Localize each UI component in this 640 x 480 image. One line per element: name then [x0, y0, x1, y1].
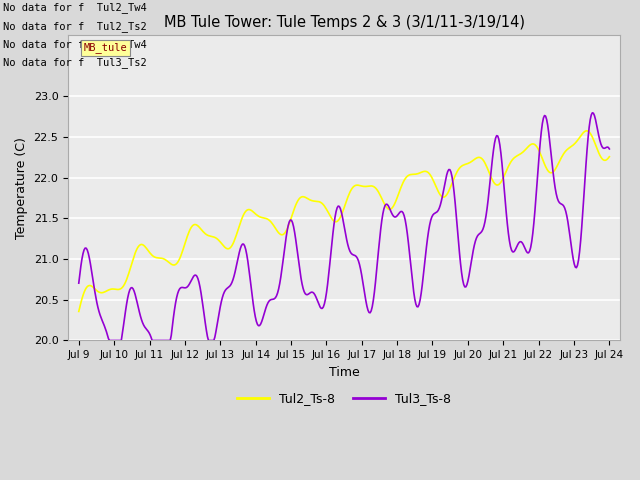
Text: No data for f  Tul3_Tw4: No data for f Tul3_Tw4 [3, 39, 147, 50]
Legend: Tul2_Ts-8, Tul3_Ts-8: Tul2_Ts-8, Tul3_Ts-8 [232, 387, 456, 410]
Y-axis label: Temperature (C): Temperature (C) [15, 137, 28, 239]
Text: MB_tule: MB_tule [83, 42, 127, 53]
Text: No data for f  Tul2_Ts2: No data for f Tul2_Ts2 [3, 21, 147, 32]
Title: MB Tule Tower: Tule Temps 2 & 3 (3/1/11-3/19/14): MB Tule Tower: Tule Temps 2 & 3 (3/1/11-… [164, 15, 525, 30]
Text: No data for f  Tul3_Ts2: No data for f Tul3_Ts2 [3, 57, 147, 68]
X-axis label: Time: Time [329, 366, 360, 379]
Text: No data for f  Tul2_Tw4: No data for f Tul2_Tw4 [3, 2, 147, 13]
